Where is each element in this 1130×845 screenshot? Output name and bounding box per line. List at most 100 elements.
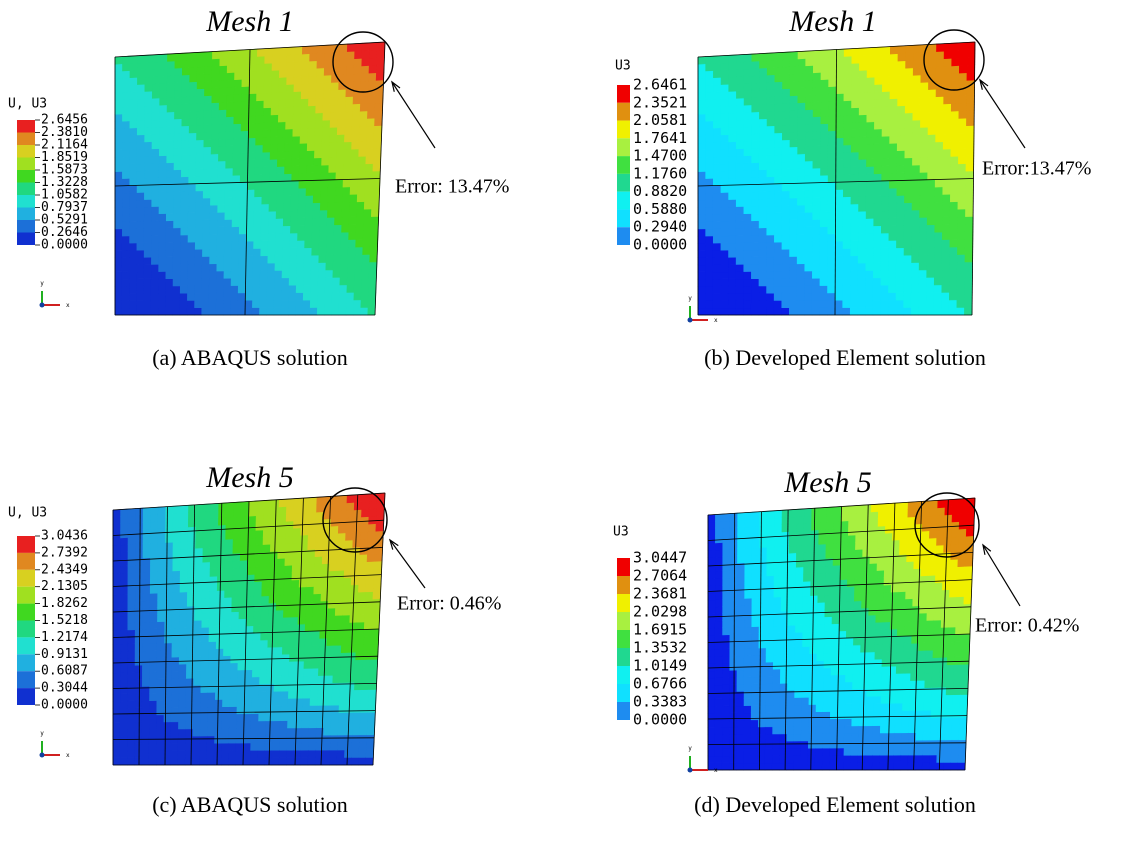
- contour-cell: [751, 249, 760, 258]
- mesh-line: [114, 41, 386, 58]
- contour-cell: [873, 136, 883, 145]
- contour-cell: [237, 277, 247, 286]
- contour-cell: [273, 698, 282, 707]
- contour-cell: [127, 565, 136, 574]
- contour-cell: [728, 307, 737, 316]
- contour-cell: [172, 307, 181, 316]
- contour-cell: [221, 728, 230, 737]
- contour-cell: [178, 649, 188, 658]
- contour-cell: [766, 307, 775, 316]
- contour-cell: [766, 263, 775, 272]
- contour-cell: [857, 247, 867, 257]
- contour-cell: [773, 574, 782, 584]
- contour-cell: [707, 727, 716, 735]
- contour-cell: [114, 149, 123, 158]
- contour-cell: [120, 693, 128, 702]
- contour-cell: [926, 246, 935, 256]
- contour-cell: [728, 256, 737, 265]
- contour-cell: [234, 49, 243, 59]
- contour-cell: [751, 633, 760, 642]
- contour-cell: [729, 748, 737, 757]
- contour-cell: [114, 185, 123, 194]
- contour-cell: [850, 762, 859, 771]
- contour-cell: [882, 76, 891, 85]
- contour-cell: [208, 292, 217, 301]
- contour-cell: [356, 614, 366, 623]
- contour-cell: [705, 170, 714, 179]
- contour-cell: [194, 561, 204, 571]
- contour-cell: [344, 126, 353, 135]
- contour-cell: [209, 604, 218, 613]
- contour-cell: [751, 60, 760, 69]
- contour-cell: [744, 554, 753, 563]
- contour-cell: [858, 99, 868, 108]
- contour-cell: [804, 145, 814, 155]
- contour-cell: [713, 62, 722, 71]
- contour-cell: [215, 307, 224, 316]
- panel: Mesh 1U32.64612.35212.05811.76411.47001.…: [615, 5, 1091, 370]
- contour-cell: [225, 524, 234, 533]
- legend-swatch: [617, 209, 630, 228]
- contour-cell: [788, 545, 797, 554]
- contour-cell: [300, 105, 309, 115]
- contour-cell: [307, 127, 316, 137]
- contour-cell: [958, 64, 968, 74]
- contour-cell: [840, 549, 849, 559]
- contour-cell: [797, 138, 806, 148]
- contour-cell: [872, 307, 882, 316]
- contour-cell: [158, 285, 167, 294]
- contour-cell: [225, 545, 234, 555]
- contour-cell: [264, 749, 273, 758]
- contour-cell: [720, 156, 729, 165]
- contour-cell: [823, 645, 832, 654]
- contour-cell: [819, 248, 829, 257]
- contour-cell: [144, 155, 153, 164]
- panel: Mesh 1U, U32.64562.38102.11641.85191.587…: [8, 5, 509, 370]
- contour-cell: [150, 285, 159, 294]
- contour-cell: [705, 228, 714, 237]
- contour-cell: [330, 525, 339, 534]
- contour-cell: [368, 57, 378, 66]
- contour-cell: [236, 713, 245, 722]
- contour-cell: [797, 204, 806, 213]
- contour-cell: [194, 598, 203, 607]
- contour-cell: [217, 524, 227, 533]
- contour-cell: [751, 554, 760, 563]
- contour-cell: [812, 160, 821, 169]
- contour-cell: [713, 170, 722, 179]
- contour-cell: [966, 56, 976, 66]
- contour-cell: [165, 249, 174, 258]
- contour-cell: [934, 171, 944, 180]
- contour-cell: [196, 80, 205, 90]
- contour-cell: [854, 570, 863, 580]
- contour-cell: [229, 677, 238, 686]
- contour-cell: [290, 225, 299, 234]
- contour-cell: [259, 646, 269, 656]
- contour-cell: [196, 66, 206, 75]
- contour-cell: [246, 233, 255, 242]
- contour-cell: [860, 622, 869, 631]
- contour-cell: [368, 64, 378, 74]
- contour-cell: [260, 617, 269, 626]
- contour-cell: [331, 502, 340, 512]
- legend-label: 0.0000: [41, 698, 88, 713]
- contour-cell: [278, 498, 288, 508]
- contour-cell: [751, 619, 760, 628]
- contour-cell: [884, 525, 894, 534]
- contour-cell: [122, 127, 131, 136]
- contour-cell: [286, 76, 295, 85]
- contour-cell: [759, 125, 768, 134]
- contour-cell: [722, 570, 731, 579]
- contour-cell: [237, 640, 247, 649]
- contour-cell: [173, 183, 182, 192]
- contour-cell: [194, 270, 203, 279]
- contour-cell: [781, 227, 790, 236]
- contour-cell: [872, 284, 882, 294]
- contour-cell: [712, 249, 722, 258]
- contour-cell: [369, 674, 378, 683]
- contour-cell: [720, 192, 729, 201]
- contour-cell: [151, 242, 160, 251]
- contour-cell: [255, 137, 264, 146]
- contour-cell: [849, 299, 859, 308]
- contour-cell: [875, 629, 884, 638]
